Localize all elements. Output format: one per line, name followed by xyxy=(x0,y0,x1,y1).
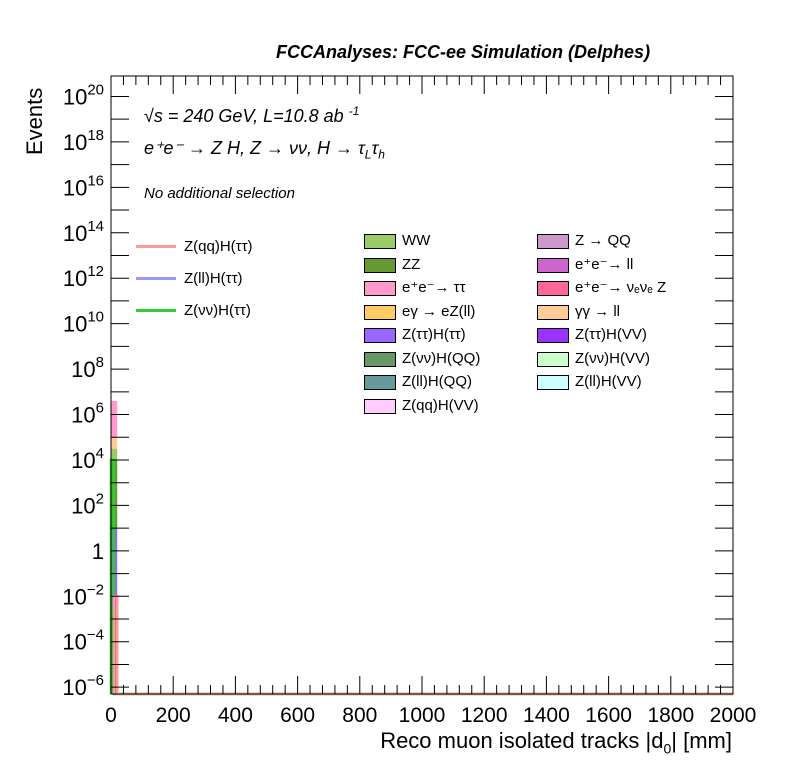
legend-box-swatch xyxy=(364,375,396,390)
legend-box-label: Z(νν)H(VV) xyxy=(575,349,650,367)
legend-box-swatch xyxy=(537,304,569,320)
y-tick-label: 10−4 xyxy=(62,627,104,655)
legend-box-swatch xyxy=(537,375,569,390)
y-tick-label: 1018 xyxy=(63,127,104,155)
legend-box-swatch xyxy=(364,351,396,367)
legend-box-label: γγ → ll xyxy=(575,302,620,320)
y-tick-label: 106 xyxy=(71,400,104,428)
legend-box-label: ZZ xyxy=(402,255,421,273)
chart-title: FCCAnalyses: FCC-ee Simulation (Delphes) xyxy=(276,42,651,62)
signal-line-1 xyxy=(112,595,733,696)
x-tick-label: 1200 xyxy=(461,704,508,727)
x-tick-label: 2000 xyxy=(710,704,757,727)
legend-box-swatch xyxy=(364,304,396,320)
legend-box-label: Z(νν)H(QQ) xyxy=(402,349,481,367)
legend-line-swatch xyxy=(136,309,176,312)
legend-line-label: Z(νν)H(ττ) xyxy=(184,302,251,319)
legend-box-swatch xyxy=(364,281,396,296)
legend-box-swatch xyxy=(364,398,396,414)
legend-box-swatch xyxy=(364,257,396,273)
legend-box-label: Z(qq)H(VV) xyxy=(402,396,479,414)
legend-box-swatch xyxy=(364,234,396,249)
legend-box-label: Z(ττ)H(ττ) xyxy=(402,326,466,343)
legend-box-label: WW xyxy=(402,232,431,249)
legend-box-label: Z → QQ xyxy=(575,232,631,249)
x-tick-label: 1800 xyxy=(647,704,694,727)
y-tick-label: 1020 xyxy=(63,81,104,109)
legend-box-label: Z(ll)H(VV) xyxy=(575,373,642,390)
x-tick-label: 200 xyxy=(156,704,191,727)
y-tick-label: 1014 xyxy=(63,218,104,246)
x-tick-label: 600 xyxy=(280,704,315,727)
legend-box-swatch xyxy=(364,328,396,343)
y-tick-label: 108 xyxy=(71,354,104,382)
y-tick-label: 1 xyxy=(92,539,104,564)
x-tick-label: 1000 xyxy=(399,704,446,727)
stack-segment-4 xyxy=(111,437,118,449)
legend-line-swatch xyxy=(136,245,176,248)
legend-line-label: Z(ll)H(ττ) xyxy=(184,270,243,287)
legend-box-swatch xyxy=(537,328,569,343)
x-tick-label: 400 xyxy=(218,704,253,727)
x-tick-label: 1600 xyxy=(585,704,632,727)
x-tick-label: 0 xyxy=(105,704,117,727)
legend-line-swatch xyxy=(136,277,176,280)
y-tick-label: 10−2 xyxy=(62,581,104,609)
y-tick-label: 10−6 xyxy=(62,672,104,700)
axis-tick-labels: 0 200 400 600 800 1000 1200 1400 1600 1800 2000 10−… xyxy=(62,81,756,727)
y-tick-label: 1012 xyxy=(63,263,104,291)
signal-histograms xyxy=(109,458,733,696)
legend-box-label: e⁺e⁻→ ττ xyxy=(402,279,466,296)
x-tick-label: 800 xyxy=(342,704,377,727)
legend-box-swatch xyxy=(537,257,569,273)
y-tick-label: 1010 xyxy=(63,309,104,337)
y-tick-label: 104 xyxy=(71,445,104,473)
legend-box-label: e⁺e⁻→ ll xyxy=(575,255,634,273)
legend-box-swatch xyxy=(537,351,569,367)
legend-box-label: Z(ll)H(QQ) xyxy=(402,373,472,390)
process-annotation: e⁺e⁻ → Z H, Z → νν, H → τLτh xyxy=(144,138,385,162)
stack-segment-5 xyxy=(111,400,118,438)
legend-box-label: eγ → eZ(ll) xyxy=(402,302,476,320)
y-tick-label: 1016 xyxy=(63,172,104,200)
stack-segment-3 xyxy=(111,448,118,460)
y-axis-label: Events xyxy=(22,87,47,155)
legend-box-label: Z(ττ)H(VV) xyxy=(575,326,647,343)
legend-box-swatch xyxy=(537,281,569,296)
x-axis-label: Reco muon isolated tracks |d0| [mm] xyxy=(380,728,732,757)
y-tick-label: 102 xyxy=(71,490,104,518)
axis-ticks xyxy=(110,76,734,694)
selection-annotation: No additional selection xyxy=(144,185,295,202)
energy-annotation: √s = 240 GeV, L=10.8 ab -1 xyxy=(144,104,360,126)
signal-line-0 xyxy=(109,458,733,696)
x-tick-label: 1400 xyxy=(523,704,570,727)
legend-box-label: e⁺e⁻→ νₑνₑ Z xyxy=(575,279,667,296)
legend-box-swatch xyxy=(537,234,569,249)
legend-line-label: Z(qq)H(ττ) xyxy=(184,238,253,255)
